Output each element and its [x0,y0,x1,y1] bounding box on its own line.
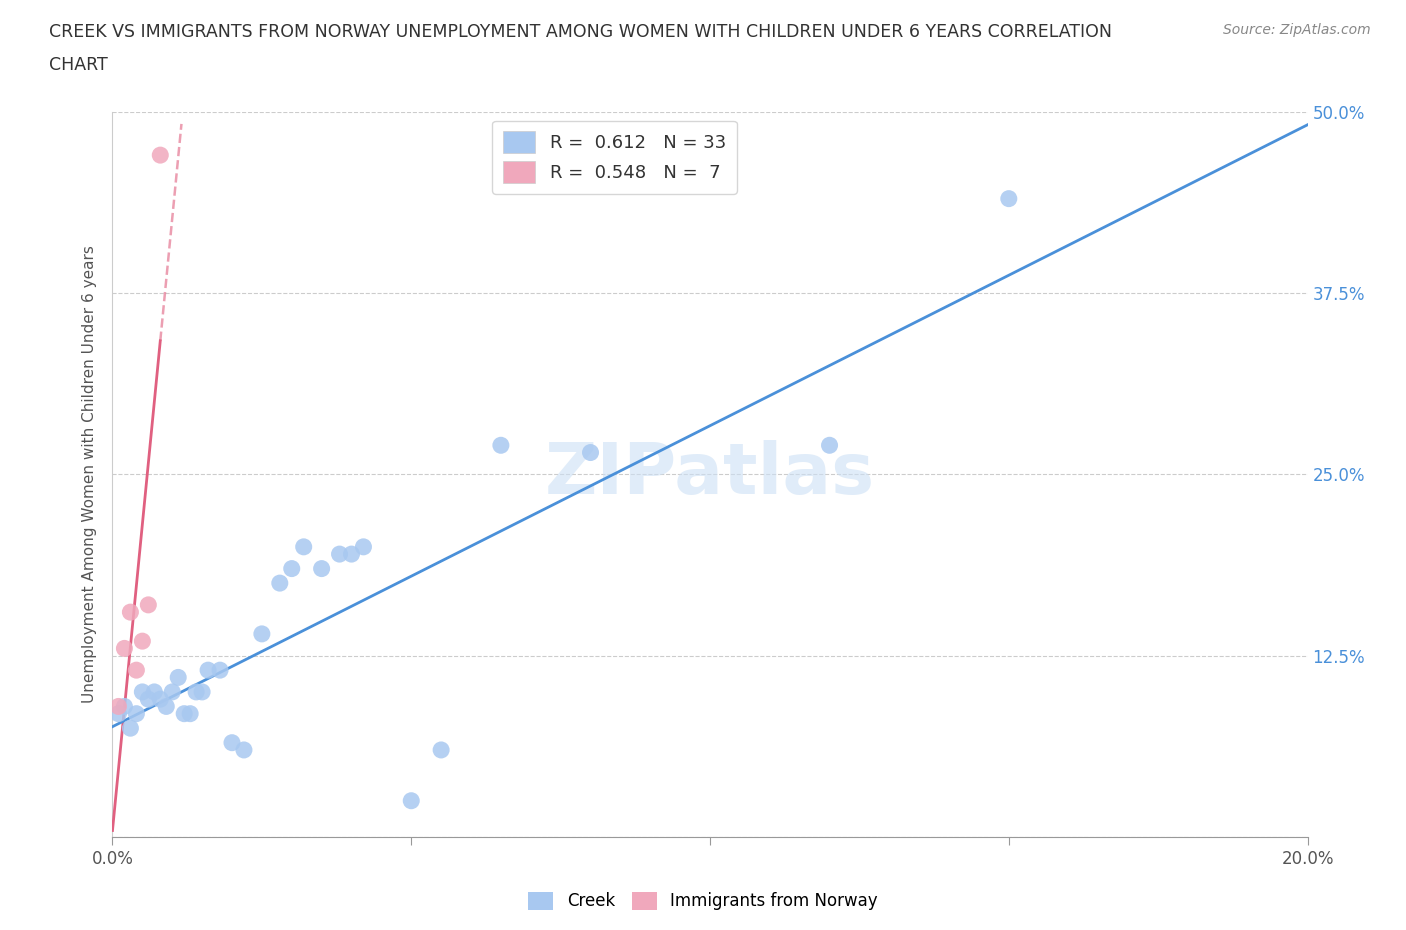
Point [120,721,142,736]
Point [138,597,160,612]
Point [173,706,195,721]
Point [138,692,160,707]
Y-axis label: Unemployment Among Women with Children Under 6 years: Unemployment Among Women with Children U… [82,246,97,703]
Point [131,633,153,648]
Point [162,684,183,699]
Point [107,699,129,714]
Legend: R =  0.612   N = 33, R =  0.548   N =  7: R = 0.612 N = 33, R = 0.548 N = 7 [492,121,737,193]
Point [167,670,190,684]
Point [281,561,304,576]
Text: ZIPatlas: ZIPatlas [546,440,875,509]
Point [131,684,153,699]
Point [107,706,129,721]
Point [430,742,453,757]
Point [209,663,232,678]
Point [340,547,363,562]
Point [579,445,602,460]
Legend: Creek, Immigrants from Norway: Creek, Immigrants from Norway [522,885,884,917]
Point [155,699,177,714]
Point [489,438,512,453]
Point [120,604,142,619]
Text: CREEK VS IMMIGRANTS FROM NORWAY UNEMPLOYMENT AMONG WOMEN WITH CHILDREN UNDER 6 Y: CREEK VS IMMIGRANTS FROM NORWAY UNEMPLOY… [49,23,1112,41]
Text: CHART: CHART [49,56,108,73]
Point [353,539,375,554]
Point [114,699,135,714]
Point [269,576,291,591]
Point [125,706,148,721]
Point [149,148,172,163]
Point [818,438,841,453]
Text: Source: ZipAtlas.com: Source: ZipAtlas.com [1223,23,1371,37]
Point [233,742,256,757]
Point [191,684,214,699]
Point [143,684,166,699]
Point [197,663,219,678]
Point [114,641,135,656]
Point [179,706,201,721]
Point [186,684,208,699]
Point [292,539,315,554]
Point [401,793,423,808]
Point [125,663,148,678]
Point [329,547,352,562]
Point [311,561,333,576]
Point [149,692,172,707]
Point [998,192,1021,206]
Point [250,627,273,642]
Point [221,736,243,751]
